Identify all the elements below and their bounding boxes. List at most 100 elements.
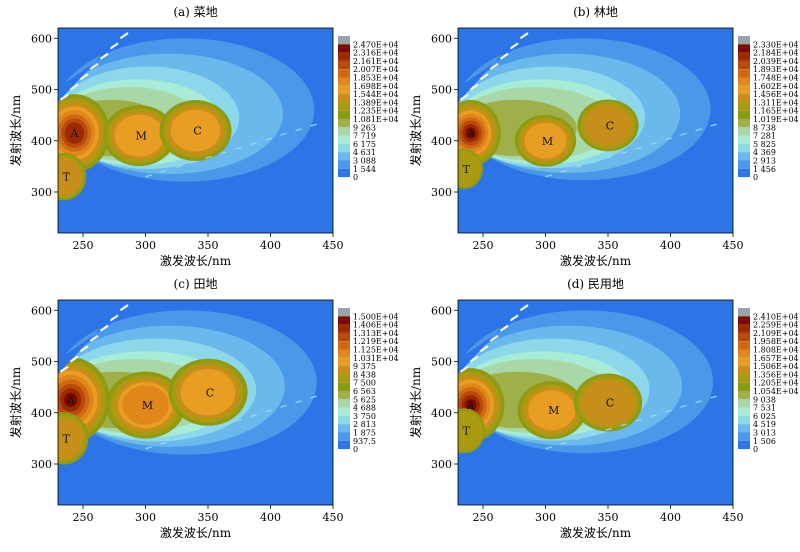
colorbar-label: 6 175	[353, 140, 376, 149]
peak-contour-M	[524, 122, 567, 159]
scatter-streak	[560, 441, 567, 445]
colorbar-swatch	[738, 308, 750, 317]
colorbar-swatch	[738, 374, 750, 383]
scatter-streak	[145, 174, 152, 178]
scatter-streak	[265, 409, 272, 413]
colorbar-swatch	[338, 440, 350, 450]
colorbar-label: 9 038	[753, 395, 776, 404]
colorbar-label: 0	[353, 445, 358, 454]
scatter-streak	[250, 414, 257, 417]
colorbar-swatch	[738, 36, 750, 45]
colorbar-swatch	[738, 85, 750, 95]
colorbar-swatch	[338, 424, 350, 433]
chart-title: (b) 林地	[573, 5, 618, 19]
colorbar: 2.470E+042.316E+042.161E+042.007E+041.85…	[338, 36, 399, 182]
peak-label-A: A	[66, 394, 76, 407]
colorbar-swatch	[738, 382, 750, 391]
x-tick-label: 350	[198, 511, 219, 524]
colorbar-swatch	[338, 168, 350, 178]
colorbar-swatch	[338, 432, 350, 441]
colorbar-label: 1.748E+04	[753, 74, 799, 83]
scatter-streak	[220, 151, 227, 155]
scatter-streak	[605, 428, 612, 431]
colorbar-swatch	[338, 77, 350, 86]
y-tick-label: 500	[31, 84, 52, 97]
peak-label-C: C	[606, 397, 614, 410]
colorbar-swatch	[338, 374, 350, 383]
eem-panel-2: A M C T 250 300 350 400 450 300 400 500 600 (b) 林地 激发波…	[400, 0, 800, 276]
colorbar-swatch	[338, 316, 350, 325]
scatter-streak	[635, 418, 642, 422]
chart-title: (c) 田地	[174, 277, 218, 291]
eem-chart-svg: A M C T 250 300 350 400 450 300 400 500 600 (d) 民用地激发…	[408, 277, 799, 540]
scatter-streak	[119, 32, 129, 40]
scatter-streak	[190, 160, 197, 164]
colorbar-swatch	[338, 60, 350, 70]
colorbar-swatch	[338, 332, 350, 342]
scatter-streak	[499, 324, 509, 332]
y-tick-label: 300	[431, 186, 452, 199]
scatter-streak	[250, 142, 257, 145]
colorbar-swatch	[738, 357, 750, 367]
contour-field	[458, 300, 733, 505]
scatter-streak	[89, 335, 99, 342]
peak-label-C: C	[206, 386, 214, 399]
colorbar-swatch	[338, 85, 350, 95]
colorbar-label: 5 825	[753, 140, 776, 149]
colorbar-label: 5 625	[353, 395, 376, 404]
scatter-streak	[220, 423, 227, 427]
eem-chart-svg: A M C T 250 300 350 400 450 300 400 500 600 (b) 林地激发波…	[408, 5, 799, 268]
colorbar-label: 1.500E+04	[353, 312, 399, 321]
contour-field	[458, 28, 733, 233]
colorbar-swatch	[738, 341, 750, 350]
colorbar-swatch	[338, 52, 350, 61]
scatter-streak	[59, 93, 69, 101]
x-tick-label: 250	[73, 239, 94, 252]
colorbar-label: 2.259E+04	[753, 321, 799, 330]
peak-contour-A	[465, 127, 476, 139]
x-tick-label: 250	[73, 511, 94, 524]
peak-contour-C	[180, 369, 236, 416]
colorbar-swatch	[738, 324, 750, 333]
colorbar-label: 0	[753, 173, 758, 182]
colorbar: 2.330E+042.184E+042.039E+041.893E+041.74…	[738, 36, 799, 182]
scatter-streak	[175, 165, 182, 168]
peak-label-T: T	[63, 432, 71, 445]
x-tick-label: 350	[598, 239, 619, 252]
colorbar-label: 3 013	[753, 429, 776, 438]
plot-frame	[457, 299, 734, 506]
colorbar-swatch	[738, 168, 750, 178]
colorbar-label: 1.311E+04	[753, 98, 799, 107]
scatter-streak	[509, 42, 519, 50]
colorbar-swatch	[738, 366, 750, 375]
colorbar-swatch	[338, 152, 350, 161]
chart-title: (d) 民用地	[567, 277, 624, 291]
colorbar-swatch	[738, 135, 750, 144]
colorbar-label: 2.109E+04	[753, 329, 799, 338]
y-tick-label: 500	[431, 84, 452, 97]
scatter-streak	[509, 314, 519, 322]
colorbar-swatch	[738, 102, 750, 111]
x-tick-label: 400	[260, 239, 281, 252]
colorbar-label: 2.007E+04	[353, 65, 399, 74]
y-tick-label: 600	[31, 32, 52, 45]
peak-label-T: T	[463, 163, 471, 176]
colorbar-label: 2.410E+04	[753, 312, 799, 321]
scatter-streak	[69, 83, 79, 91]
colorbar-swatch	[338, 36, 350, 45]
peak-label-C: C	[606, 119, 614, 132]
x-tick-label: 450	[723, 239, 744, 252]
peak-label-T: T	[463, 425, 471, 438]
scatter-streak	[59, 365, 69, 373]
colorbar-swatch	[738, 407, 750, 416]
scatter-streak	[479, 73, 489, 81]
peak-contour-C	[583, 104, 633, 146]
scatter-streak	[190, 432, 197, 436]
scatter-streak	[560, 169, 567, 173]
colorbar-swatch	[738, 440, 750, 450]
colorbar-label: 1.165E+04	[753, 107, 799, 116]
colorbar-label: 1.808E+04	[753, 346, 799, 355]
x-tick-label: 250	[473, 511, 494, 524]
colorbar-swatch	[738, 44, 750, 53]
eem-panel-1: A M C T 250 300 350 400 450 300 400 500 600 (a) 菜地 激发波…	[0, 0, 400, 276]
